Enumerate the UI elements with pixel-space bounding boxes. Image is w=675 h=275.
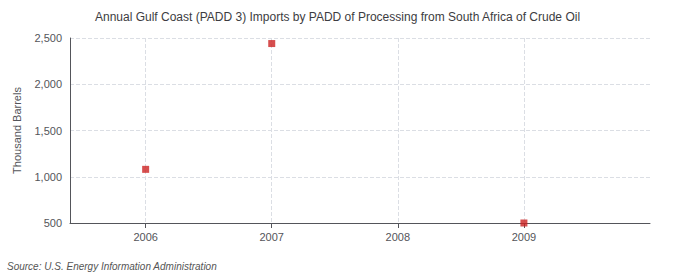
svg-text:1,500: 1,500 [34,125,62,137]
svg-text:Thousand Barrels: Thousand Barrels [11,87,23,174]
svg-text:1,000: 1,000 [34,171,62,183]
svg-text:2008: 2008 [386,231,410,243]
svg-text:Source: U.S. Energy Informatio: Source: U.S. Energy Information Administ… [7,261,217,272]
svg-text:Annual Gulf Coast (PADD 3) Imp: Annual Gulf Coast (PADD 3) Imports by PA… [95,10,580,24]
svg-text:2006: 2006 [133,231,157,243]
svg-text:2007: 2007 [259,231,283,243]
svg-text:2,500: 2,500 [34,32,62,44]
svg-text:2,000: 2,000 [34,78,62,90]
svg-text:2009: 2009 [512,231,536,243]
svg-text:500: 500 [44,217,62,229]
